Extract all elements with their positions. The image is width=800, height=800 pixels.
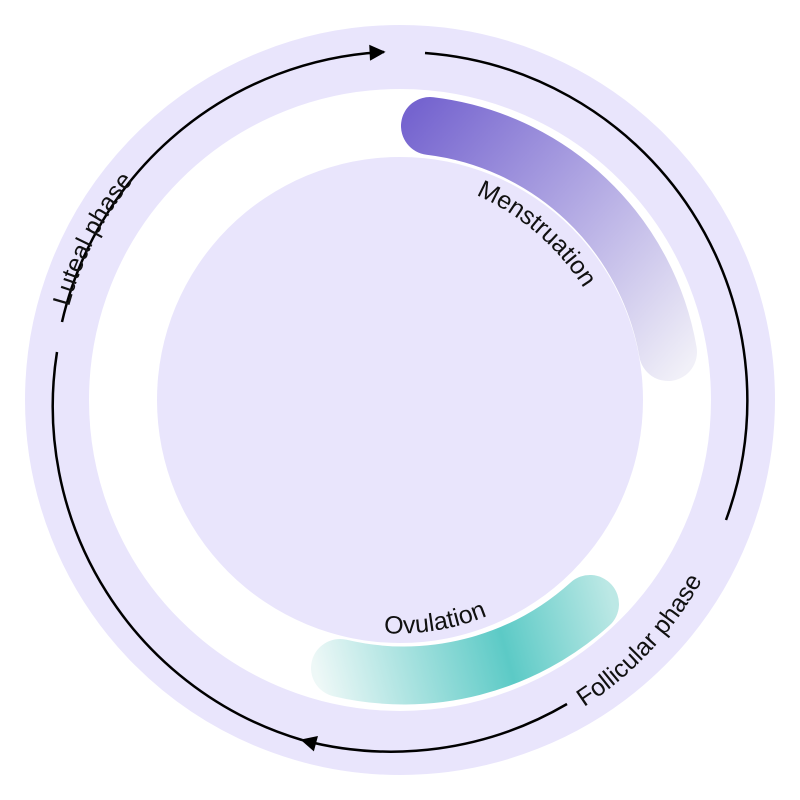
bottom-cycle-arrow — [300, 702, 568, 753]
inner-disc — [157, 157, 643, 643]
right-cycle-line — [424, 51, 749, 521]
top-cycle-arrow — [60, 44, 386, 323]
outer-ring — [25, 25, 775, 775]
menstruation-arc — [401, 97, 697, 381]
ovulation-arc — [311, 575, 619, 705]
left-cycle-line — [51, 351, 303, 742]
